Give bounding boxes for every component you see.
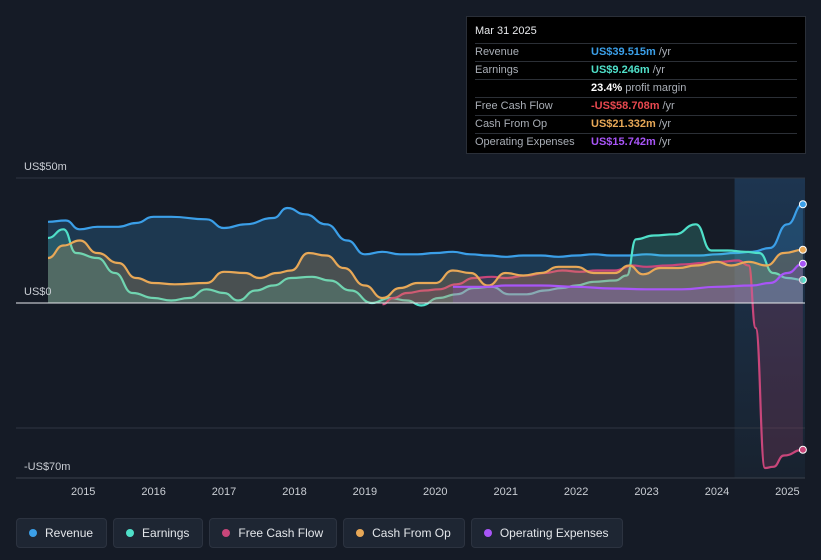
tooltip-row-label xyxy=(475,80,591,97)
tooltip-row-value: US$9.246m xyxy=(591,64,650,76)
y-label-bottom: -US$70m xyxy=(24,461,70,473)
tooltip-row-unit: profit margin xyxy=(625,82,687,94)
legend-item-cash-from-op[interactable]: Cash From Op xyxy=(343,518,465,548)
tooltip-date: Mar 31 2025 xyxy=(475,25,537,37)
revenue-endpoint xyxy=(798,200,807,209)
x-tick-2017: 2017 xyxy=(212,486,236,498)
legend-dot-icon xyxy=(126,529,135,537)
tooltip-row-unit: /yr xyxy=(658,118,672,130)
x-tick-2024: 2024 xyxy=(705,486,729,498)
legend-dot-icon xyxy=(483,529,492,537)
revenue-line xyxy=(47,203,804,258)
tooltip-row-unit: /yr xyxy=(658,46,672,58)
x-tick-2018: 2018 xyxy=(282,486,306,498)
tooltip-row-value: US$39.515m xyxy=(591,46,656,58)
chart-legend: Revenue Earnings Free Cash Flow Cash From O… xyxy=(16,518,623,548)
tooltip-row-value: US$15.742m xyxy=(591,136,656,148)
operating-expenses-area xyxy=(452,263,803,303)
legend-dot-icon xyxy=(222,529,231,537)
tooltip-row-value: US$21.332m xyxy=(591,118,656,130)
earnings-area xyxy=(48,224,803,306)
tooltip-row-free-cash-flow: Free Cash Flow -US$58.708m/yr xyxy=(475,97,797,115)
x-tick-2022: 2022 xyxy=(564,486,588,498)
tooltip-row-earnings: Earnings US$9.246m/yr xyxy=(475,61,797,79)
tooltip-row-label: Earnings xyxy=(475,64,519,76)
legend-dot-icon xyxy=(29,529,37,537)
legend-label: Operating Expenses xyxy=(499,526,609,540)
tooltip-row-label: Cash From Op xyxy=(475,118,548,130)
legend-item-operating-expenses[interactable]: Operating Expenses xyxy=(470,518,623,548)
x-tick-2025: 2025 xyxy=(775,486,799,498)
free-cash-flow-line xyxy=(382,259,803,470)
tooltip-row-label: Operating Expenses xyxy=(475,136,575,148)
legend-label: Revenue xyxy=(45,526,94,540)
x-tick-2023: 2023 xyxy=(634,486,658,498)
cash-from-op-area xyxy=(48,240,803,303)
legend-item-revenue[interactable]: Revenue xyxy=(16,518,108,548)
tooltip-row-value: 23.4% xyxy=(591,82,623,94)
x-tick-2020: 2020 xyxy=(423,486,447,498)
tooltip-row-operating-expenses: Operating Expenses US$15.742m/yr xyxy=(475,133,797,151)
legend-label: Cash From Op xyxy=(372,526,451,540)
legend-label: Free Cash Flow xyxy=(238,526,324,540)
legend-item-free-cash-flow[interactable]: Free Cash Flow xyxy=(209,518,338,548)
free-cash-flow-area xyxy=(382,260,803,468)
operating-expenses-endpoint xyxy=(798,259,807,268)
legend-label: Earnings xyxy=(142,526,190,540)
tooltip-row-unit: /yr xyxy=(662,100,675,112)
cash-from-op-endpoint xyxy=(798,245,807,254)
tooltip-row-profit-margin: 23.4% profit margin xyxy=(475,79,797,97)
tooltip-row-cash-from-op: Cash From Op US$21.332m/yr xyxy=(475,115,797,133)
y-label-top: US$50m xyxy=(24,161,67,173)
data-tooltip: Mar 31 2025 Revenue US$39.515m/yr Earnings… xyxy=(466,16,806,154)
cash-from-op-line xyxy=(47,239,803,300)
x-tick-2016: 2016 xyxy=(141,486,165,498)
y-label-zero: US$0 xyxy=(24,286,52,298)
tooltip-row-value: -US$58.708m xyxy=(591,100,660,112)
tooltip-row-label: Revenue xyxy=(475,46,520,58)
earnings-endpoint xyxy=(798,276,807,284)
tooltip-row-unit: /yr xyxy=(658,136,672,148)
x-tick-2015: 2015 xyxy=(71,486,95,498)
earnings-line xyxy=(47,223,803,307)
operating-expenses-line xyxy=(452,262,804,291)
tooltip-row-revenue: Revenue US$39.515m/yr xyxy=(475,43,797,61)
free-cash-flow-endpoint xyxy=(798,445,807,454)
legend-dot-icon xyxy=(356,529,365,537)
x-tick-2021: 2021 xyxy=(493,486,517,498)
x-tick-2019: 2019 xyxy=(353,486,377,498)
legend-item-earnings[interactable]: Earnings xyxy=(113,518,204,548)
revenue-area xyxy=(48,204,803,303)
tooltip-row-label: Free Cash Flow xyxy=(475,100,553,112)
tooltip-row-unit: /yr xyxy=(652,64,665,76)
